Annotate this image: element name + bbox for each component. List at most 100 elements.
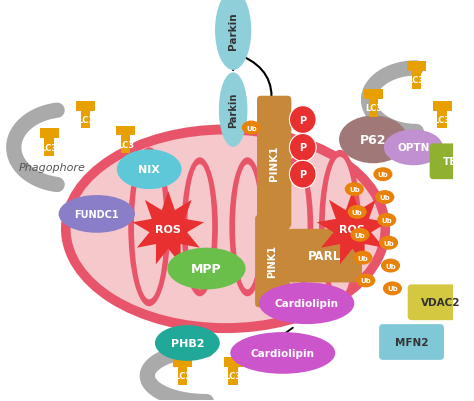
Polygon shape	[133, 192, 204, 265]
Text: NIX: NIX	[138, 165, 160, 175]
Text: LC3: LC3	[365, 104, 382, 113]
Ellipse shape	[229, 158, 265, 297]
Text: P: P	[299, 115, 306, 125]
Text: LC3: LC3	[434, 116, 451, 125]
Polygon shape	[364, 89, 383, 99]
Text: Ub: Ub	[387, 286, 398, 292]
Ellipse shape	[71, 135, 381, 323]
Text: PARL: PARL	[308, 249, 341, 263]
Polygon shape	[76, 101, 95, 111]
Text: LC3: LC3	[174, 371, 191, 380]
Ellipse shape	[377, 213, 396, 227]
Ellipse shape	[259, 283, 354, 324]
Ellipse shape	[155, 325, 220, 361]
Ellipse shape	[383, 282, 402, 296]
Ellipse shape	[167, 248, 246, 290]
Ellipse shape	[235, 165, 260, 290]
Polygon shape	[317, 192, 388, 265]
Ellipse shape	[283, 165, 308, 290]
Polygon shape	[411, 72, 421, 89]
FancyBboxPatch shape	[255, 215, 290, 308]
Text: Ub: Ub	[352, 209, 363, 215]
Text: MFN2: MFN2	[395, 337, 428, 347]
Ellipse shape	[117, 150, 182, 190]
Polygon shape	[432, 101, 452, 111]
Ellipse shape	[61, 125, 390, 333]
Text: ROS: ROS	[339, 224, 365, 234]
Ellipse shape	[128, 148, 170, 306]
Ellipse shape	[375, 190, 394, 205]
Ellipse shape	[230, 332, 335, 374]
Text: Ub: Ub	[383, 240, 394, 246]
Ellipse shape	[319, 150, 361, 304]
Text: Ub: Ub	[382, 217, 392, 223]
Text: Ub: Ub	[385, 263, 396, 269]
FancyBboxPatch shape	[379, 324, 444, 360]
Text: FUNDC1: FUNDC1	[74, 209, 119, 219]
Text: Parkin: Parkin	[228, 93, 238, 128]
Text: Ub: Ub	[377, 172, 388, 178]
Text: Ub: Ub	[357, 255, 368, 261]
Polygon shape	[173, 357, 192, 367]
Polygon shape	[228, 367, 238, 385]
Ellipse shape	[182, 158, 218, 297]
Circle shape	[290, 161, 316, 188]
Ellipse shape	[277, 158, 313, 297]
Circle shape	[290, 106, 316, 134]
Text: Cardiolipin: Cardiolipin	[274, 298, 338, 308]
Text: Phagophore: Phagophore	[18, 163, 85, 173]
Text: Ub: Ub	[349, 186, 360, 192]
Polygon shape	[369, 99, 378, 117]
Ellipse shape	[339, 116, 408, 164]
Polygon shape	[438, 111, 447, 129]
Ellipse shape	[215, 0, 251, 71]
Ellipse shape	[379, 236, 398, 250]
Ellipse shape	[325, 158, 355, 297]
Polygon shape	[39, 129, 59, 139]
Polygon shape	[44, 139, 54, 157]
Polygon shape	[116, 126, 135, 136]
FancyBboxPatch shape	[257, 97, 292, 228]
FancyBboxPatch shape	[429, 144, 474, 180]
Text: Cardiolipin: Cardiolipin	[251, 348, 315, 358]
Ellipse shape	[347, 205, 367, 219]
Text: PINK1: PINK1	[269, 145, 279, 180]
Text: Ub: Ub	[246, 125, 256, 131]
Polygon shape	[407, 62, 426, 72]
Text: LC3: LC3	[408, 76, 425, 85]
Polygon shape	[178, 367, 187, 385]
Text: LC3: LC3	[117, 140, 134, 150]
Ellipse shape	[356, 274, 375, 288]
Ellipse shape	[219, 73, 247, 148]
Ellipse shape	[187, 165, 212, 290]
Text: PHB2: PHB2	[171, 338, 204, 348]
Ellipse shape	[59, 196, 135, 233]
Text: MPP: MPP	[191, 262, 222, 275]
Ellipse shape	[374, 168, 392, 182]
Circle shape	[290, 134, 316, 162]
Ellipse shape	[381, 259, 400, 273]
Ellipse shape	[242, 121, 261, 135]
Text: LC3: LC3	[225, 371, 242, 380]
Polygon shape	[120, 136, 130, 154]
Text: LC3: LC3	[40, 144, 58, 152]
Text: Ub: Ub	[380, 194, 390, 200]
Text: VDAC2: VDAC2	[421, 298, 461, 308]
Text: OPTN: OPTN	[397, 143, 429, 153]
Text: Ub: Ub	[355, 232, 365, 238]
Text: Parkin: Parkin	[228, 12, 238, 50]
FancyBboxPatch shape	[288, 229, 362, 283]
Text: ROS: ROS	[155, 224, 181, 234]
Text: Ub: Ub	[360, 278, 371, 284]
Polygon shape	[81, 111, 90, 129]
Text: P: P	[299, 170, 306, 180]
Ellipse shape	[134, 155, 164, 300]
Ellipse shape	[353, 251, 373, 265]
FancyBboxPatch shape	[408, 285, 474, 320]
Ellipse shape	[384, 130, 443, 166]
Text: TBK1: TBK1	[443, 157, 474, 167]
Text: P62: P62	[360, 134, 387, 146]
Text: PINK1: PINK1	[267, 245, 277, 277]
Text: P: P	[299, 143, 306, 153]
Text: LC3: LC3	[77, 116, 94, 125]
